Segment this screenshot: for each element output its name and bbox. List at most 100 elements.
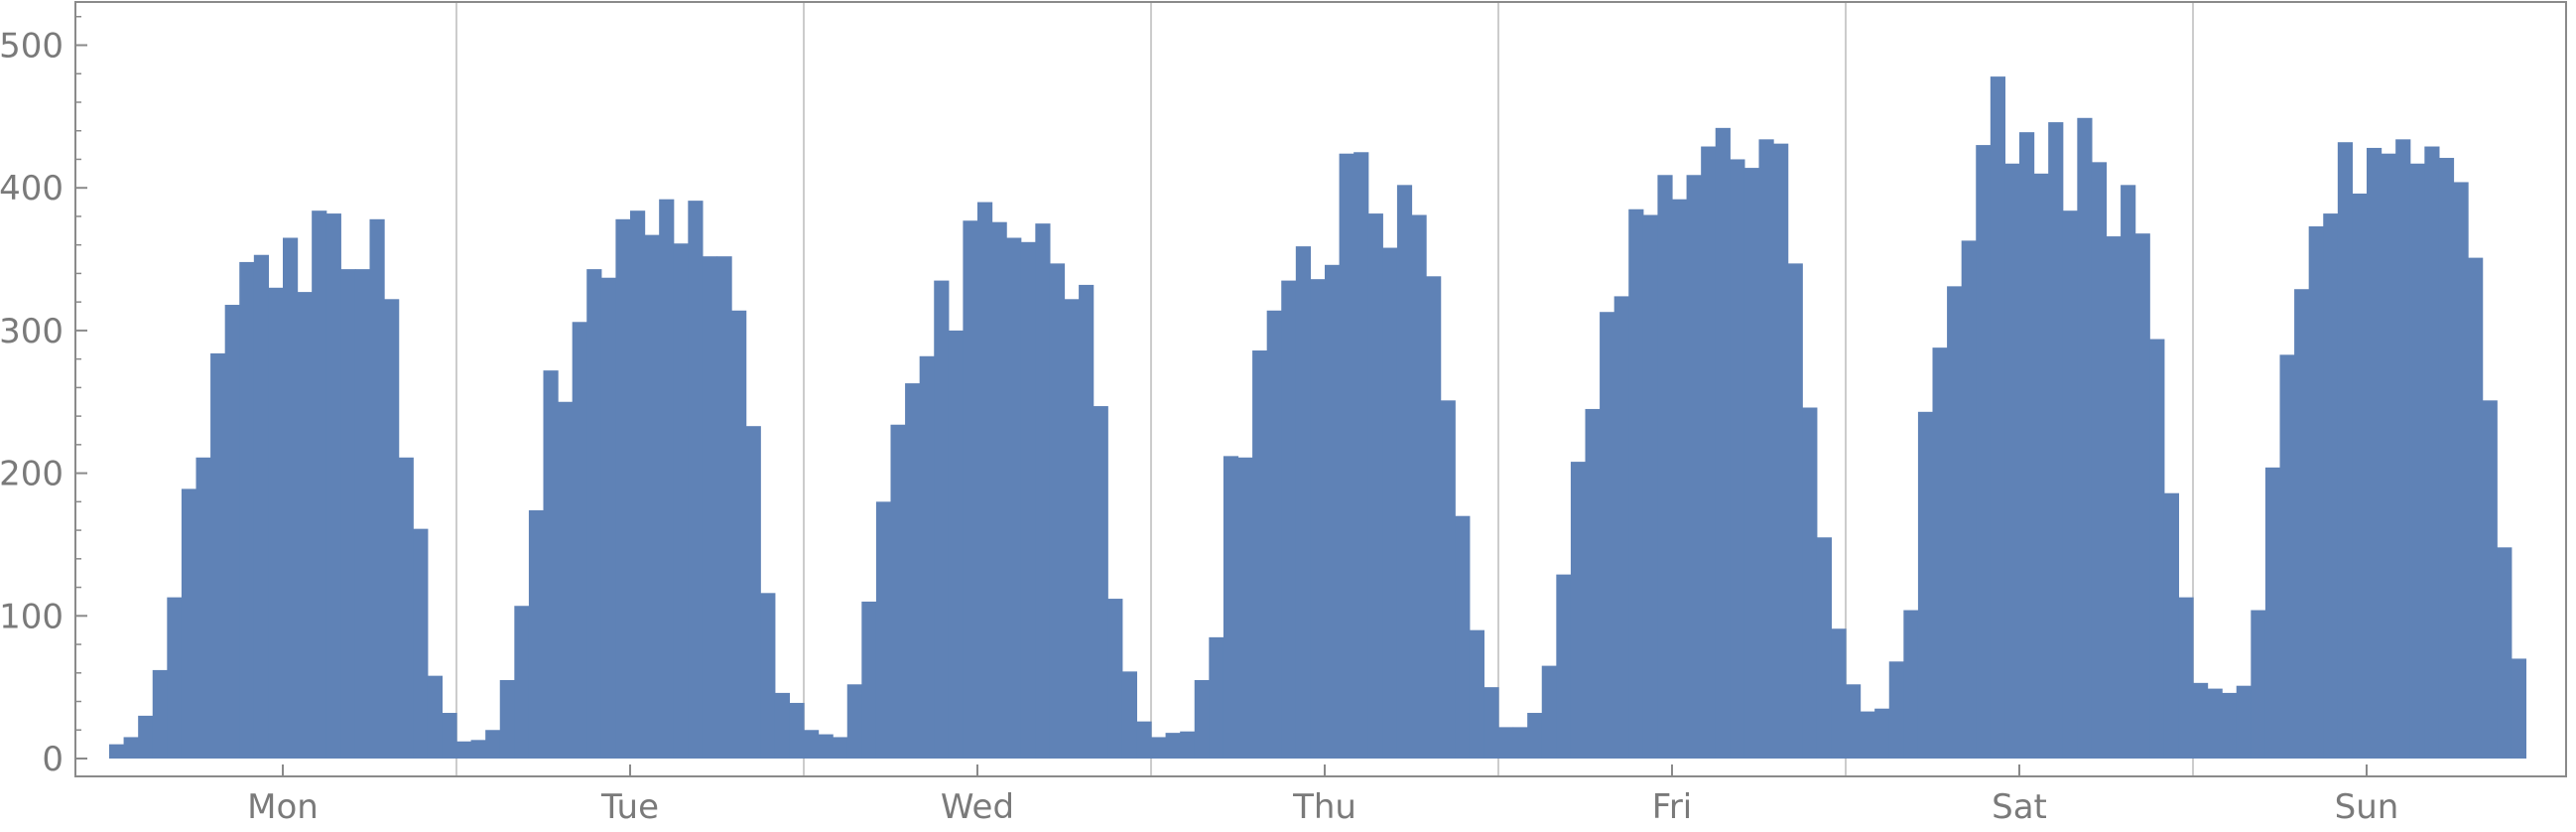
day-dividers bbox=[455, 2, 2194, 776]
bar bbox=[1860, 711, 1875, 759]
bar bbox=[398, 457, 414, 759]
y-tick-label: 400 bbox=[0, 169, 64, 208]
bar bbox=[2308, 226, 2324, 759]
bar bbox=[297, 292, 313, 759]
bar bbox=[1426, 276, 1442, 759]
bar bbox=[340, 269, 356, 759]
bar bbox=[354, 269, 371, 759]
bar bbox=[1932, 347, 1948, 759]
bar bbox=[2264, 467, 2281, 759]
bar bbox=[1440, 400, 1456, 759]
x-tick-label: Wed bbox=[941, 787, 1014, 827]
bar bbox=[716, 256, 732, 759]
bar bbox=[1600, 312, 1615, 759]
bar bbox=[2019, 132, 2035, 759]
bar bbox=[2077, 117, 2093, 760]
bar bbox=[1469, 629, 1485, 759]
y-tick-label: 500 bbox=[0, 27, 64, 67]
bar bbox=[413, 528, 429, 759]
bar bbox=[2438, 158, 2455, 759]
bar bbox=[1498, 727, 1514, 759]
bar bbox=[731, 310, 747, 759]
bar bbox=[1512, 727, 1528, 759]
bar bbox=[1223, 456, 1239, 759]
y-tick-label: 200 bbox=[0, 455, 64, 494]
bar bbox=[2468, 257, 2484, 759]
bar bbox=[1121, 671, 1138, 759]
bar bbox=[688, 201, 704, 759]
bar bbox=[1237, 457, 1253, 759]
plot-frame bbox=[74, 1, 2567, 777]
bar bbox=[210, 352, 226, 759]
bar bbox=[1686, 175, 1702, 759]
bar bbox=[253, 254, 270, 759]
bar bbox=[1194, 679, 1210, 759]
bar bbox=[659, 199, 675, 759]
bar bbox=[1455, 515, 1471, 759]
bar bbox=[861, 601, 877, 759]
bar bbox=[2106, 236, 2122, 759]
bar bbox=[1961, 240, 1977, 759]
bar bbox=[673, 243, 689, 760]
bar bbox=[456, 741, 472, 759]
x-tick-label: Sat bbox=[1992, 787, 2047, 827]
bar bbox=[1079, 284, 1095, 759]
bar bbox=[1180, 731, 1196, 759]
bar bbox=[1353, 152, 1369, 759]
bar bbox=[2149, 339, 2165, 759]
bar bbox=[833, 737, 848, 759]
bar bbox=[470, 740, 486, 759]
bar bbox=[1382, 247, 1398, 760]
bar bbox=[1642, 214, 1659, 759]
bar bbox=[109, 744, 125, 759]
bar bbox=[1295, 246, 1312, 759]
y-tick-label: 0 bbox=[42, 740, 64, 779]
bar bbox=[600, 277, 617, 759]
bar bbox=[1093, 406, 1108, 759]
bar bbox=[239, 261, 255, 759]
bar bbox=[818, 734, 834, 759]
bar bbox=[644, 234, 660, 759]
bar bbox=[1064, 299, 1080, 759]
bar bbox=[1556, 574, 1572, 759]
x-tick-label: Thu bbox=[1292, 787, 1356, 827]
bar bbox=[558, 401, 574, 759]
y-axis: 0 100 200 300 400 500 bbox=[0, 16, 87, 779]
bar bbox=[2033, 173, 2049, 759]
bar bbox=[1816, 537, 1833, 759]
bar bbox=[1787, 263, 1803, 759]
bar bbox=[1266, 310, 1282, 759]
bar bbox=[1585, 408, 1601, 759]
x-tick-label: Tue bbox=[600, 787, 659, 827]
bar bbox=[2511, 658, 2527, 759]
bar bbox=[2236, 685, 2252, 759]
bar bbox=[543, 370, 559, 759]
bar bbox=[485, 730, 501, 759]
bar bbox=[2091, 162, 2108, 759]
bar bbox=[2323, 213, 2339, 759]
bar bbox=[846, 684, 862, 759]
bar bbox=[2193, 682, 2209, 759]
bar bbox=[1483, 687, 1499, 759]
bar bbox=[1527, 713, 1543, 759]
bar bbox=[948, 330, 965, 759]
x-axis: Mon Tue Wed Thu Fri Sat Sun bbox=[247, 764, 2398, 827]
bar bbox=[2497, 547, 2512, 759]
bar bbox=[1035, 223, 1051, 760]
bar bbox=[1990, 76, 2006, 760]
bar bbox=[572, 322, 587, 759]
bar bbox=[2482, 400, 2498, 759]
bar bbox=[586, 269, 602, 759]
bar bbox=[1672, 199, 1688, 759]
x-tick-label: Fri bbox=[1652, 787, 1693, 827]
bar bbox=[615, 218, 631, 759]
bar bbox=[2121, 185, 2136, 759]
bar bbox=[1367, 213, 1383, 759]
y-tick-label: 100 bbox=[0, 597, 64, 636]
bar bbox=[312, 210, 327, 759]
bar bbox=[195, 457, 211, 759]
bar bbox=[1715, 127, 1731, 760]
bar bbox=[1006, 237, 1022, 759]
bar bbox=[1743, 168, 1760, 759]
